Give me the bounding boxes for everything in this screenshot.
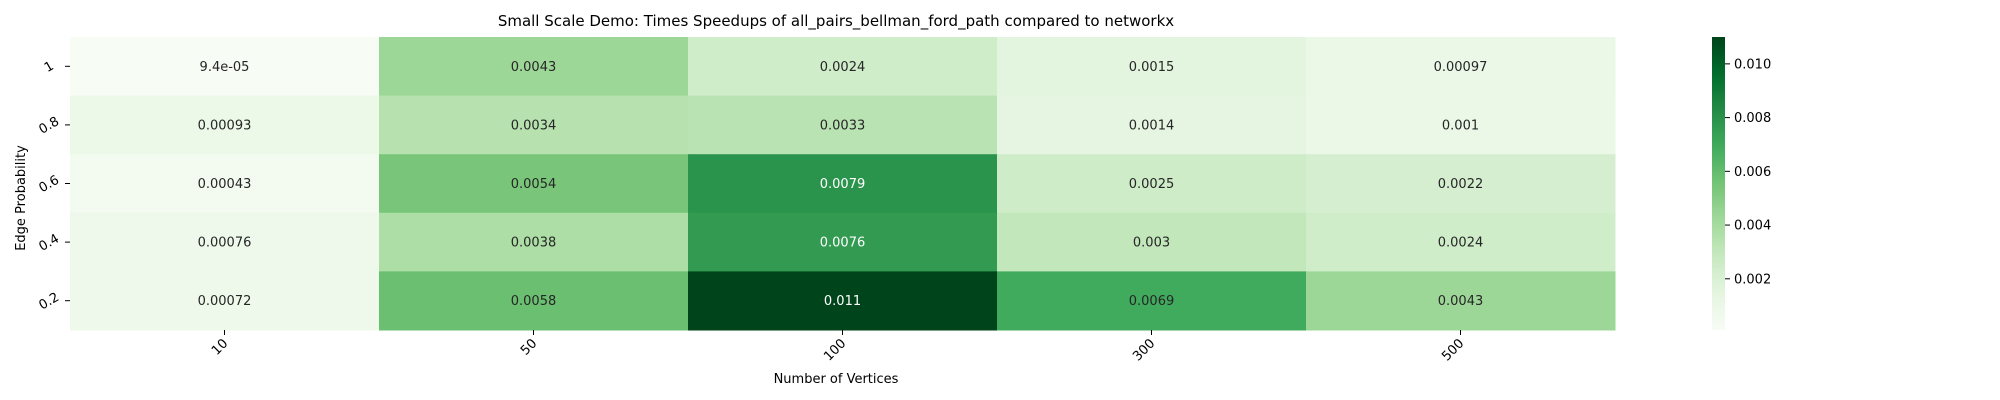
- heatmap-cell-r2-c1: [379, 154, 689, 214]
- colorbar-tick-label-4: 0.010: [1734, 57, 1771, 72]
- cell-value-label-r1-c2: 0.0033: [820, 118, 866, 133]
- cell-value-label-r2-c4: 0.0022: [1438, 177, 1484, 192]
- cell-value-label-r4-c3: 0.0069: [1129, 294, 1175, 309]
- cell-value-label-r0-c2: 0.0024: [820, 60, 866, 75]
- heatmap-cell-r2-c2: [688, 154, 998, 214]
- cell-value-label-r4-c4: 0.0043: [1438, 294, 1484, 309]
- heatmap-cell-r0-c4: [1306, 37, 1616, 97]
- heatmap-cell-r4-c0: [70, 271, 380, 331]
- heatmap-cell-r1-c2: [688, 95, 998, 155]
- y-tick-label-2: 0.6: [37, 173, 62, 196]
- heatmap-cell-r0-c1: [379, 37, 689, 97]
- heatmap-cell-r3-c4: [1306, 212, 1616, 272]
- x-axis-label: Number of Vertices: [774, 372, 899, 387]
- colorbar-tick-label-3: 0.008: [1734, 111, 1771, 126]
- colorbar-tick-label-1: 0.004: [1734, 219, 1771, 234]
- cell-value-label-r0-c0: 9.4e-05: [200, 60, 250, 75]
- colorbar-tick-label-0: 0.002: [1734, 272, 1771, 287]
- x-tick-label-0: 10: [209, 336, 231, 358]
- cell-value-label-r1-c3: 0.0014: [1129, 118, 1175, 133]
- colorbar-tick-label-2: 0.006: [1734, 165, 1771, 180]
- heatmap-cell-r4-c3: [997, 271, 1307, 331]
- cell-value-label-r2-c0: 0.00043: [198, 177, 252, 192]
- cell-value-label-r4-c0: 0.00072: [198, 294, 252, 309]
- heatmap-cell-r4-c2: [688, 271, 998, 331]
- heatmap-cell-r3-c2: [688, 212, 998, 272]
- heatmap-cell-r1-c0: [70, 95, 380, 155]
- heatmap-cell-r0-c2: [688, 37, 998, 97]
- y-tick-label-3: 0.4: [37, 231, 62, 254]
- colorbar: 0.002 0.004 0.006 0.008 0.010: [1712, 37, 1771, 330]
- y-tick-label-0: 1: [42, 59, 57, 76]
- heatmap-cell-r4-c4: [1306, 271, 1616, 331]
- colorbar-gradient: [1712, 37, 1725, 330]
- cell-value-label-r2-c3: 0.0025: [1129, 177, 1175, 192]
- heatmap-cell-r3-c0: [70, 212, 380, 272]
- x-axis: 10 50 100 300 500: [209, 330, 1467, 364]
- cell-value-label-r3-c4: 0.0024: [1438, 236, 1484, 251]
- cell-value-label-r4-c1: 0.0058: [511, 294, 557, 309]
- heatmap-cell-r2-c3: [997, 154, 1307, 214]
- cell-value-label-r3-c3: 0.003: [1133, 236, 1170, 251]
- cell-value-label-r0-c3: 0.0015: [1129, 60, 1175, 75]
- heatmap-cell-r3-c1: [379, 212, 689, 272]
- cell-value-label-r0-c1: 0.0043: [511, 60, 557, 75]
- heatmap-cell-r0-c0: [70, 37, 380, 97]
- x-tick-label-4: 500: [1439, 336, 1467, 364]
- cell-value-label-r2-c1: 0.0054: [511, 177, 557, 192]
- heatmap-cell-r1-c4: [1306, 95, 1616, 155]
- cell-value-label-r3-c0: 0.00076: [198, 236, 252, 251]
- cell-value-label-r1-c1: 0.0034: [511, 118, 557, 133]
- heatmap-cells: 9.4e-05 0.0043 0.0024 0.0015 0.00097 0.00093 0…: [70, 37, 1616, 331]
- heatmap-cell-r1-c1: [379, 95, 689, 155]
- cell-value-label-r1-c0: 0.00093: [198, 118, 252, 133]
- cell-value-label-r3-c1: 0.0038: [511, 236, 557, 251]
- heatmap-cell-r1-c3: [997, 95, 1307, 155]
- heatmap-cell-r4-c1: [379, 271, 689, 331]
- heatmap-cell-r3-c3: [997, 212, 1307, 272]
- heatmap-cell-r2-c0: [70, 154, 380, 214]
- y-axis-label: Edge Probability: [14, 145, 29, 251]
- chart-title: Small Scale Demo: Times Speedups of all_…: [498, 12, 1174, 31]
- y-axis: 1 0.8 0.6 0.4 0.2: [37, 59, 70, 313]
- cell-value-label-r3-c2: 0.0076: [820, 236, 866, 251]
- heatmap-cell-r0-c3: [997, 37, 1307, 97]
- cell-value-label-r0-c4: 0.00097: [1434, 60, 1488, 75]
- y-tick-label-1: 0.8: [37, 114, 62, 137]
- cell-value-label-r1-c4: 0.001: [1442, 118, 1479, 133]
- x-tick-label-1: 50: [518, 336, 540, 358]
- y-tick-label-4: 0.2: [37, 290, 62, 313]
- cell-value-label-r2-c2: 0.0079: [820, 177, 866, 192]
- x-tick-label-2: 100: [821, 336, 849, 364]
- x-tick-label-3: 300: [1130, 336, 1158, 364]
- heatmap-cell-r2-c4: [1306, 154, 1616, 214]
- cell-value-label-r4-c2: 0.011: [824, 294, 861, 309]
